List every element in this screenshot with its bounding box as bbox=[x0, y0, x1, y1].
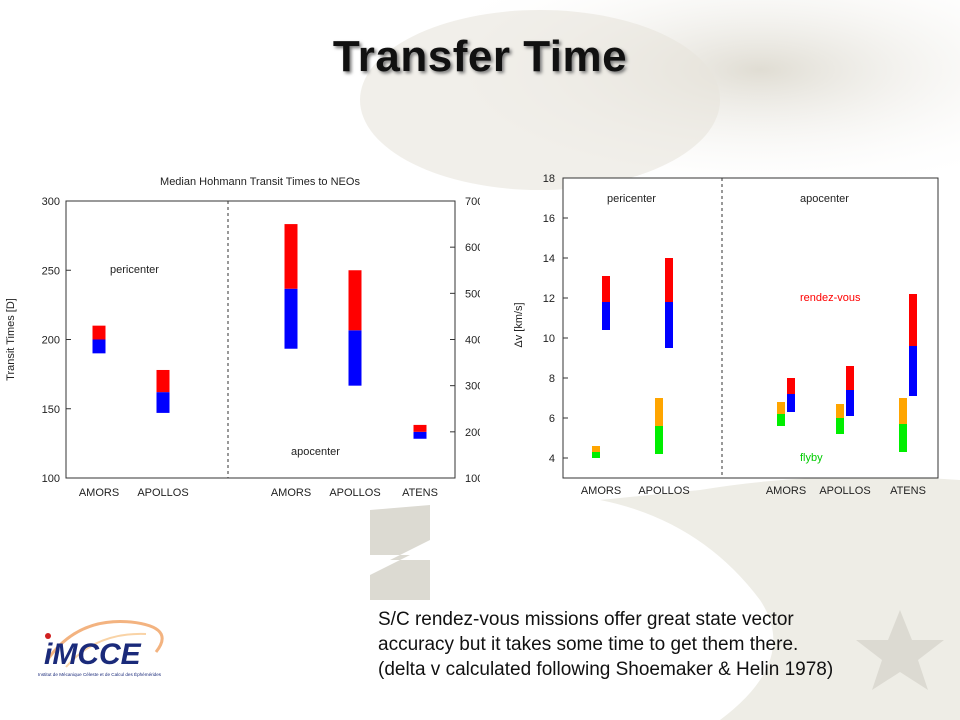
rendezvous-bar-red bbox=[909, 294, 917, 346]
y-tick-label: 4 bbox=[549, 453, 555, 465]
rendezvous-bar-red bbox=[846, 366, 854, 390]
panel-label: apocenter bbox=[800, 193, 849, 205]
panel-label: pericenter bbox=[607, 193, 656, 205]
y-tick-label: 10 bbox=[543, 333, 555, 345]
flyby-bar-green bbox=[836, 418, 844, 434]
y2-tick-label: 500 bbox=[465, 288, 480, 300]
y-axis-label: Transit Times [D] bbox=[5, 298, 17, 381]
y2-tick-label: 200 bbox=[465, 427, 480, 439]
bar-segment-lower bbox=[92, 339, 106, 354]
y2-tick-label: 100 bbox=[465, 473, 480, 485]
flyby-bar-orange bbox=[655, 398, 663, 426]
x-category-label: AMORS bbox=[79, 487, 119, 499]
y-axis-label: Δv [km/s] bbox=[513, 302, 525, 347]
x-category-label: AMORS bbox=[766, 485, 806, 497]
bar-segment-lower bbox=[156, 392, 170, 413]
y-tick-label: 16 bbox=[543, 213, 555, 225]
rendezvous-bar-red bbox=[787, 378, 795, 394]
x-category-label: AMORS bbox=[581, 485, 621, 497]
slide-title: Transfer Time bbox=[332, 32, 628, 81]
rendezvous-bar-blue bbox=[787, 394, 795, 412]
x-category-label: APOLLOS bbox=[819, 485, 870, 497]
y-tick-label: 200 bbox=[42, 335, 60, 347]
rendezvous-bar-blue bbox=[846, 390, 854, 416]
flyby-bar-green bbox=[592, 452, 600, 458]
caption-line: S/C rendez-vous missions offer great sta… bbox=[378, 609, 794, 630]
bar-segment-lower bbox=[413, 431, 427, 439]
y2-tick-label: 600 bbox=[465, 242, 480, 254]
x-category-label: APOLLOS bbox=[638, 485, 689, 497]
x-category-label: ATENS bbox=[890, 485, 926, 497]
flyby-bar-green bbox=[777, 414, 785, 426]
imcce-logo: iMCCE Institut de Mécanique Céleste et d… bbox=[38, 620, 164, 677]
y-tick-label: 14 bbox=[543, 253, 555, 265]
flyby-bar-orange bbox=[592, 446, 600, 452]
y-tick-label: 6 bbox=[549, 413, 555, 425]
bar-segment-upper bbox=[348, 270, 362, 331]
flyby-bar-orange bbox=[777, 402, 785, 414]
delta-v-chart: 4 6 8 10 12 14 16 18 Δv [km/s] pericenter apocente… bbox=[513, 173, 939, 497]
y-tick-label: 150 bbox=[42, 404, 60, 416]
y2-tick-label: 700 bbox=[465, 196, 480, 208]
rendezvous-bar-blue bbox=[665, 302, 673, 348]
y-tick-label: 18 bbox=[543, 173, 555, 185]
bar-segment-lower bbox=[284, 288, 298, 349]
flyby-annotation: flyby bbox=[800, 452, 823, 464]
y-tick-label: 12 bbox=[543, 293, 555, 305]
bar-segment-upper bbox=[156, 369, 170, 393]
rendezvous-bar-red bbox=[665, 258, 673, 302]
transit-times-chart: Median Hohmann Transit Times to NEOs 100 1… bbox=[5, 176, 480, 499]
plot-frame bbox=[65, 200, 456, 479]
panel-label: pericenter bbox=[110, 264, 159, 276]
flyby-bar-orange bbox=[836, 404, 844, 418]
y-tick-label: 100 bbox=[42, 473, 60, 485]
rendezvous-bar-red bbox=[602, 276, 610, 302]
flyby-bar-orange bbox=[899, 398, 907, 424]
caption-line: (delta v calculated following Shoemaker … bbox=[378, 659, 834, 680]
x-category-label: APOLLOS bbox=[137, 487, 188, 499]
bar-segment-lower bbox=[348, 330, 362, 386]
flyby-bar-green bbox=[899, 424, 907, 452]
plot-frame bbox=[562, 177, 939, 479]
y2-tick-label: 300 bbox=[465, 381, 480, 393]
caption-line: accuracy but it takes some time to get t… bbox=[378, 634, 799, 655]
y-tick-label: 250 bbox=[42, 265, 60, 277]
y2-tick-label: 400 bbox=[465, 335, 480, 347]
rendezvous-bar-blue bbox=[602, 302, 610, 330]
flyby-bar-green bbox=[655, 426, 663, 454]
rendezvous-bar-blue bbox=[909, 346, 917, 396]
y-tick-label: 8 bbox=[549, 373, 555, 385]
x-category-label: ATENS bbox=[402, 487, 438, 499]
bar-segment-upper bbox=[413, 424, 427, 432]
bar-segment-upper bbox=[92, 325, 106, 340]
y-tick-label: 300 bbox=[42, 196, 60, 208]
x-category-label: AMORS bbox=[271, 487, 311, 499]
panel-label: apocenter bbox=[291, 446, 340, 458]
bar-segment-upper bbox=[284, 224, 298, 289]
x-category-label: APOLLOS bbox=[329, 487, 380, 499]
svg-text:iMCCE: iMCCE bbox=[44, 638, 142, 671]
svg-text:Institut de Mécanique Céleste: Institut de Mécanique Céleste et de Calc… bbox=[38, 671, 162, 677]
rendezvous-annotation: rendez-vous bbox=[800, 292, 861, 304]
slide-caption: S/C rendez-vous missions offer great sta… bbox=[378, 607, 948, 682]
chart-title: Median Hohmann Transit Times to NEOs bbox=[160, 176, 360, 188]
